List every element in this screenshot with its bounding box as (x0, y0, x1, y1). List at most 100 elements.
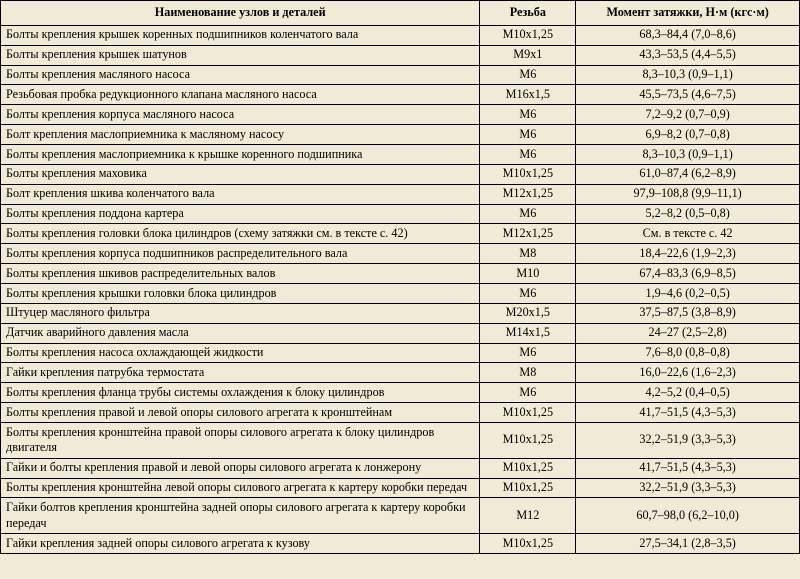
thread-spec: М10х1,25 (480, 403, 576, 423)
torque-value: 45,5–73,5 (4,6–7,5) (576, 85, 800, 105)
part-name: Болты крепления масляного насоса (1, 65, 480, 85)
torque-specs-table: Наименование узлов и деталей Резьба Моме… (0, 0, 800, 554)
table-row: Гайки болтов крепления кронштейна задней… (1, 498, 800, 534)
table-row: Болты крепления кронштейна левой опоры с… (1, 478, 800, 498)
torque-value: 32,2–51,9 (3,3–5,3) (576, 423, 800, 459)
thread-spec: М14х1,5 (480, 323, 576, 343)
table-row: Болты крепления корпуса подшипников расп… (1, 244, 800, 264)
table-row: Гайки крепления задней опоры силового аг… (1, 534, 800, 554)
thread-spec: М8 (480, 244, 576, 264)
thread-spec: М10х1,25 (480, 25, 576, 45)
thread-spec: М6 (480, 204, 576, 224)
torque-value: 43,3–53,5 (4,4–5,5) (576, 45, 800, 65)
header-torque: Момент затяжки, Н·м (кгс·м) (576, 1, 800, 26)
torque-value: 67,4–83,3 (6,9–8,5) (576, 264, 800, 284)
torque-value: 8,3–10,3 (0,9–1,1) (576, 65, 800, 85)
part-name: Болты крепления поддона картера (1, 204, 480, 224)
torque-value: 61,0–87,4 (6,2–8,9) (576, 164, 800, 184)
thread-spec: М12х1,25 (480, 224, 576, 244)
thread-spec: М10х1,25 (480, 423, 576, 459)
thread-spec: М6 (480, 125, 576, 145)
torque-value: 68,3–84,4 (7,0–8,6) (576, 25, 800, 45)
header-row: Наименование узлов и деталей Резьба Моме… (1, 1, 800, 26)
torque-value: 41,7–51,5 (4,3–5,3) (576, 403, 800, 423)
thread-spec: М10х1,25 (480, 458, 576, 478)
part-name: Гайки крепления патрубка термостата (1, 363, 480, 383)
torque-value: 60,7–98,0 (6,2–10,0) (576, 498, 800, 534)
table-row: Болты крепления маслоприемника к крышке … (1, 145, 800, 165)
torque-value: 4,2–5,2 (0,4–0,5) (576, 383, 800, 403)
thread-spec: М12 (480, 498, 576, 534)
thread-spec: М16х1,5 (480, 85, 576, 105)
part-name: Болты крепления крышки головки блока цил… (1, 284, 480, 304)
part-name: Болты крепления кронштейна левой опоры с… (1, 478, 480, 498)
table-row: Гайки крепления патрубка термостатаМ816,… (1, 363, 800, 383)
torque-value: 37,5–87,5 (3,8–8,9) (576, 303, 800, 323)
thread-spec: М6 (480, 145, 576, 165)
part-name: Болт крепления шкива коленчатого вала (1, 184, 480, 204)
table-row: Болты крепления масляного насосаМ68,3–10… (1, 65, 800, 85)
part-name: Болты крепления насоса охлаждающей жидко… (1, 343, 480, 363)
part-name: Болты крепления маслоприемника к крышке … (1, 145, 480, 165)
torque-value: 18,4–22,6 (1,9–2,3) (576, 244, 800, 264)
table-row: Болты крепления корпуса масляного насоса… (1, 105, 800, 125)
torque-value: 8,3–10,3 (0,9–1,1) (576, 145, 800, 165)
table-row: Болт крепления маслоприемника к масляном… (1, 125, 800, 145)
table-row: Болты крепления насоса охлаждающей жидко… (1, 343, 800, 363)
thread-spec: М10х1,25 (480, 164, 576, 184)
table-row: Болты крепления крышек коренных подшипни… (1, 25, 800, 45)
torque-value: 32,2–51,9 (3,3–5,3) (576, 478, 800, 498)
thread-spec: М20х1,5 (480, 303, 576, 323)
torque-value: 16,0–22,6 (1,6–2,3) (576, 363, 800, 383)
part-name: Болты крепления фланца трубы системы охл… (1, 383, 480, 403)
thread-spec: М6 (480, 105, 576, 125)
thread-spec: М10 (480, 264, 576, 284)
part-name: Датчик аварийного давления масла (1, 323, 480, 343)
table-row: Болты крепления маховикаМ10х1,2561,0–87,… (1, 164, 800, 184)
table-row: Болт крепления шкива коленчатого валаМ12… (1, 184, 800, 204)
torque-value: 7,6–8,0 (0,8–0,8) (576, 343, 800, 363)
table-row: Болты крепления поддона картераМ65,2–8,2… (1, 204, 800, 224)
part-name: Гайки и болты крепления правой и левой о… (1, 458, 480, 478)
table-row: Гайки и болты крепления правой и левой о… (1, 458, 800, 478)
part-name: Болты крепления крышек шатунов (1, 45, 480, 65)
table-row: Болты крепления фланца трубы системы охл… (1, 383, 800, 403)
torque-value: 41,7–51,5 (4,3–5,3) (576, 458, 800, 478)
torque-value: См. в тексте с. 42 (576, 224, 800, 244)
table-row: Болты крепления головки блока цилиндров … (1, 224, 800, 244)
thread-spec: М6 (480, 343, 576, 363)
table-row: Датчик аварийного давления маслаМ14х1,52… (1, 323, 800, 343)
table-row: Болты крепления шкивов распределительных… (1, 264, 800, 284)
table-row: Болты крепления крышки головки блока цил… (1, 284, 800, 304)
thread-spec: М9х1 (480, 45, 576, 65)
part-name: Штуцер масляного фильтра (1, 303, 480, 323)
torque-value: 24–27 (2,5–2,8) (576, 323, 800, 343)
torque-value: 5,2–8,2 (0,5–0,8) (576, 204, 800, 224)
part-name: Болты крепления правой и левой опоры сил… (1, 403, 480, 423)
part-name: Болты крепления корпуса подшипников расп… (1, 244, 480, 264)
part-name: Болты крепления кронштейна правой опоры … (1, 423, 480, 459)
table-row: Штуцер масляного фильтраМ20х1,537,5–87,5… (1, 303, 800, 323)
part-name: Гайки крепления задней опоры силового аг… (1, 534, 480, 554)
table-row: Болты крепления правой и левой опоры сил… (1, 403, 800, 423)
torque-value: 27,5–34,1 (2,8–3,5) (576, 534, 800, 554)
part-name: Гайки болтов крепления кронштейна задней… (1, 498, 480, 534)
thread-spec: М6 (480, 383, 576, 403)
part-name: Болты крепления корпуса масляного насоса (1, 105, 480, 125)
part-name: Болты крепления шкивов распределительных… (1, 264, 480, 284)
thread-spec: М12х1,25 (480, 184, 576, 204)
header-name: Наименование узлов и деталей (1, 1, 480, 26)
part-name: Болт крепления маслоприемника к масляном… (1, 125, 480, 145)
torque-value: 6,9–8,2 (0,7–0,8) (576, 125, 800, 145)
thread-spec: М10х1,25 (480, 534, 576, 554)
part-name: Резьбовая пробка редукционного клапана м… (1, 85, 480, 105)
header-thread: Резьба (480, 1, 576, 26)
torque-value: 7,2–9,2 (0,7–0,9) (576, 105, 800, 125)
torque-value: 97,9–108,8 (9,9–11,1) (576, 184, 800, 204)
thread-spec: М6 (480, 284, 576, 304)
thread-spec: М10х1,25 (480, 478, 576, 498)
part-name: Болты крепления головки блока цилиндров … (1, 224, 480, 244)
table-row: Болты крепления кронштейна правой опоры … (1, 423, 800, 459)
torque-value: 1,9–4,6 (0,2–0,5) (576, 284, 800, 304)
table-row: Резьбовая пробка редукционного клапана м… (1, 85, 800, 105)
